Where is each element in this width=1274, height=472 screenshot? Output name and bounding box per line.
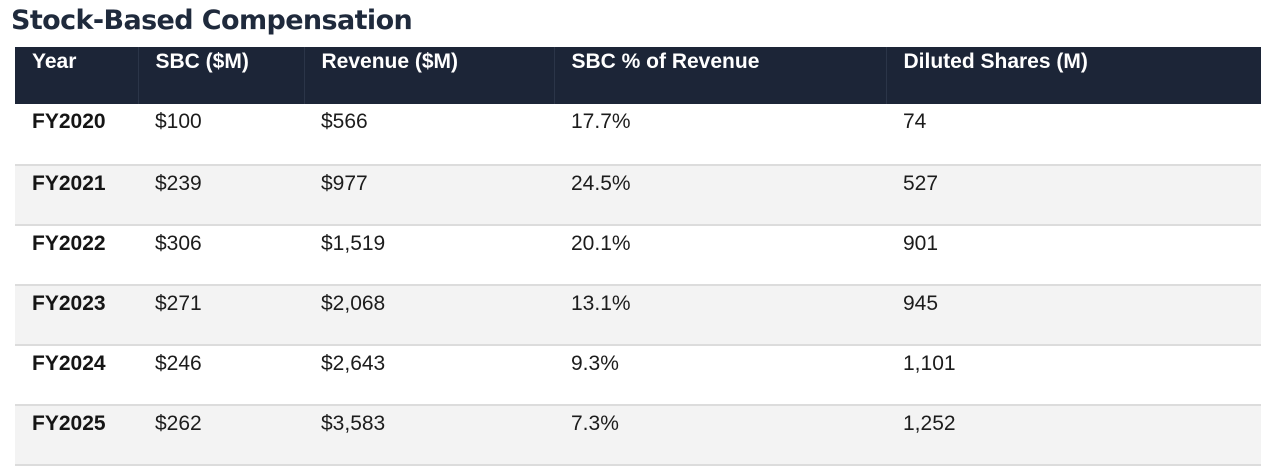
cell-sbc: $306 [155,232,202,255]
header-diluted-shares: Diluted Shares (M) [885,47,1261,104]
cell-revenue: $1,519 [321,232,386,255]
cell-revenue: $566 [321,110,368,133]
cell-revenue: $2,068 [321,292,386,315]
header-sbc: SBC ($M) [137,47,304,104]
header-row: Year SBC ($M) Revenue ($M) SBC % of Reve… [15,47,1261,104]
cell-sbc: $262 [155,412,202,435]
cell-sbc-pct: 17.7% [571,110,631,133]
cell-sbc-pct: 20.1% [571,232,631,255]
cell-year: FY2023 [32,292,106,315]
cell-year: FY2022 [32,232,106,255]
table-body: FY2020 $100 $566 17.7% 74 FY2021 $239 $9… [15,104,1261,465]
cell-revenue: $3,583 [321,412,386,435]
cell-sbc: $271 [155,292,202,315]
cell-sbc-pct: 24.5% [571,172,631,195]
table-row: FY2023 $271 $2,068 13.1% 945 [15,285,1261,345]
cell-sbc: $246 [155,352,202,375]
cell-diluted-shares: 901 [903,232,939,255]
cell-diluted-shares: 74 [903,110,927,133]
cell-sbc-pct: 7.3% [571,412,619,435]
cell-year: FY2020 [32,110,106,133]
cell-revenue: $977 [321,172,368,195]
cell-sbc-pct: 9.3% [571,352,619,375]
cell-year: FY2024 [32,352,106,375]
cell-sbc-pct: 13.1% [571,292,631,315]
cell-diluted-shares: 1,252 [903,412,956,435]
cell-diluted-shares: 945 [903,292,939,315]
page-title: Stock-Based Compensation [11,5,413,36]
cell-sbc: $239 [155,172,202,195]
table-row: FY2020 $100 $566 17.7% 74 [15,104,1261,165]
cell-sbc: $100 [155,110,202,133]
cell-revenue: $2,643 [321,352,386,375]
header-year: Year [32,50,77,73]
header-revenue: Revenue ($M) [303,47,554,104]
table-row: FY2025 $262 $3,583 7.3% 1,252 [15,405,1261,465]
cell-diluted-shares: 527 [903,172,939,195]
table-row: FY2022 $306 $1,519 20.1% 901 [15,225,1261,285]
table-header: Year SBC ($M) Revenue ($M) SBC % of Reve… [15,47,1261,104]
table-row: FY2024 $246 $2,643 9.3% 1,101 [15,345,1261,405]
table-row: FY2021 $239 $977 24.5% 527 [15,165,1261,225]
cell-year: FY2021 [32,172,106,195]
header-sbc-pct: SBC % of Revenue [553,47,886,104]
sbc-table: Year SBC ($M) Revenue ($M) SBC % of Reve… [15,47,1261,466]
cell-diluted-shares: 1,101 [903,352,956,375]
cell-year: FY2025 [32,412,106,435]
